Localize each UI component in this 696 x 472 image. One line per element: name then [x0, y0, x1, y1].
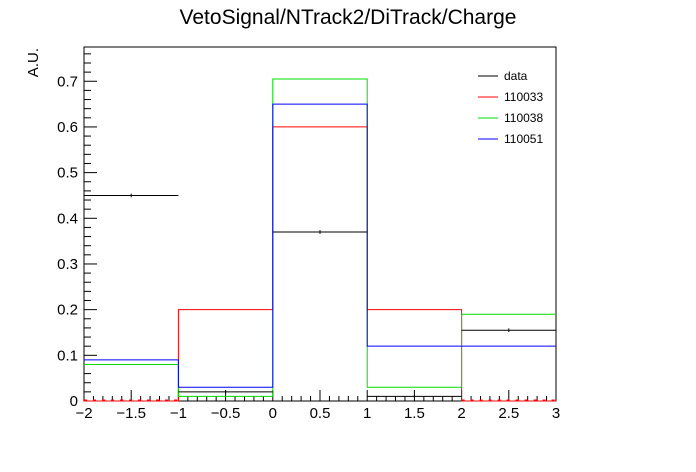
- x-tick-label: −1.5: [116, 405, 146, 422]
- y-tick-label: 0.4: [57, 210, 78, 227]
- y-tick-label: 0.5: [57, 165, 78, 182]
- legend: data 110033 110038 110051: [470, 62, 550, 152]
- legend-box: [470, 62, 550, 152]
- y-tick-label: 0.3: [57, 256, 78, 273]
- chart-title: VetoSignal/NTrack2/DiTrack/Charge: [180, 6, 517, 29]
- x-tick-label: 3: [552, 405, 560, 422]
- x-tick-label: 0: [269, 405, 277, 422]
- x-tick-label: 2: [457, 405, 465, 422]
- x-tick-label: 0.5: [310, 405, 331, 422]
- series-110051-step: [84, 103, 556, 388]
- x-tick-label: −2: [75, 405, 92, 422]
- y-tick-label: 0: [70, 393, 78, 410]
- x-tick-label: 2.5: [498, 405, 519, 422]
- x-tick-label: −0.5: [211, 405, 241, 422]
- plot-area: −2 −1.5 −1 −0.5 0 0.5 1 1.5 2 2.5 3 0 0.1 0.2 0.3 0.4 0.…: [57, 46, 560, 422]
- x-tick-label: −1: [170, 405, 187, 422]
- legend-label-110033: 110033: [504, 90, 543, 104]
- x-tick-label: 1: [363, 405, 371, 422]
- x-tick-label: 1.5: [404, 405, 425, 422]
- y-tick-label: 0.6: [57, 119, 78, 136]
- legend-label-110038: 110038: [504, 111, 543, 125]
- y-tick-label: 0.7: [57, 73, 78, 90]
- legend-label-110051: 110051: [504, 132, 543, 146]
- y-tick-label: 0.1: [57, 347, 78, 364]
- legend-label-data: data: [504, 69, 528, 83]
- y-tick-label: 0.2: [57, 302, 78, 319]
- y-axis-label: A.U.: [25, 48, 42, 77]
